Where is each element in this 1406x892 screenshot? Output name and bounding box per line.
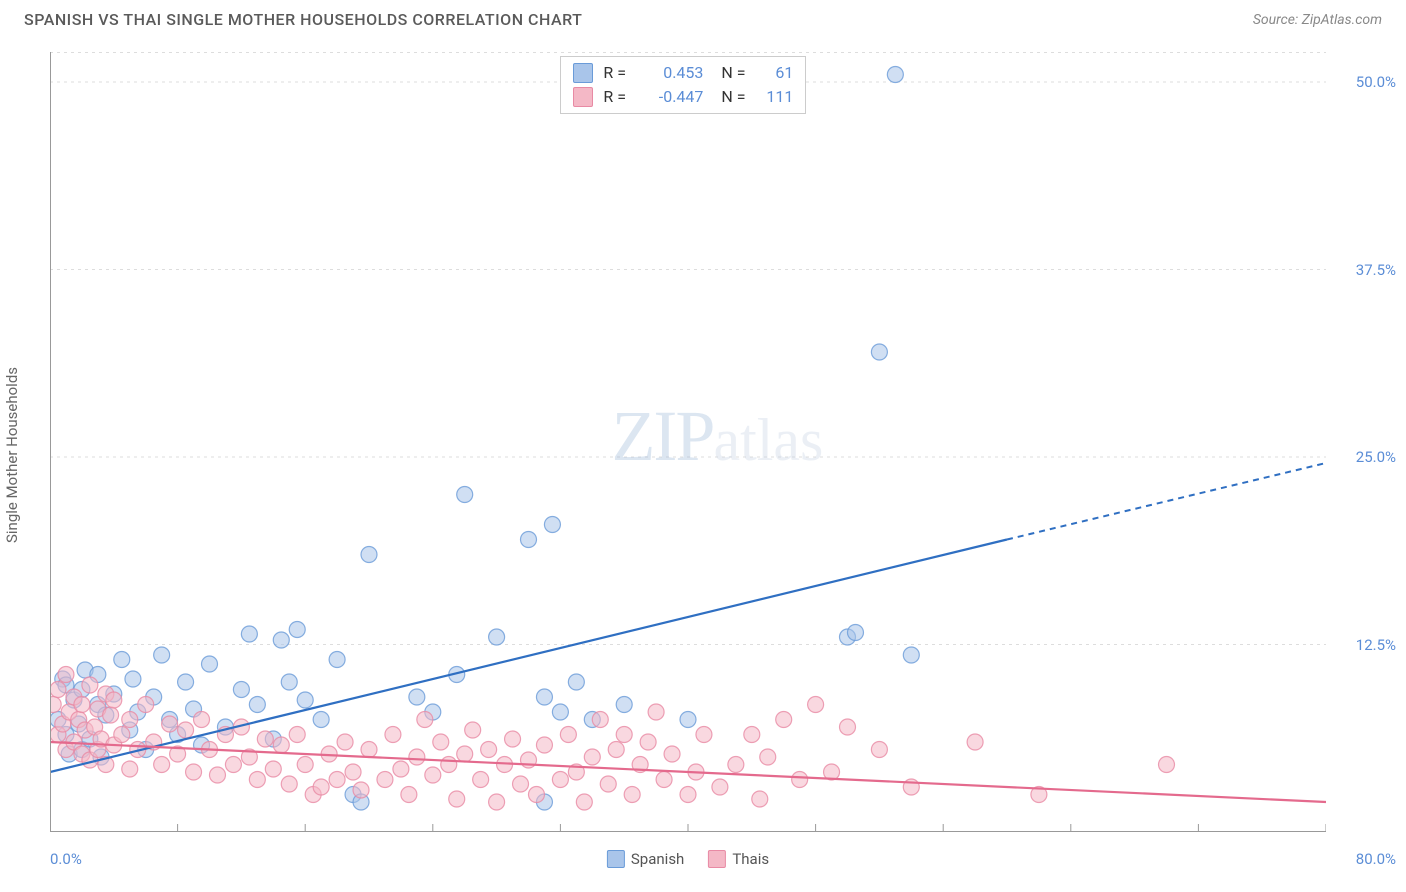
stats-legend-row: R = -0.447 N = 111 <box>573 85 793 109</box>
legend-item: Thais <box>708 850 769 868</box>
n-label: N = <box>721 85 751 109</box>
legend-label: Spanish <box>631 850 684 868</box>
y-tick-label: 12.5% <box>1356 636 1396 654</box>
y-tick-label: 37.5% <box>1356 261 1396 279</box>
chart-title: SPANISH VS THAI SINGLE MOTHER HOUSEHOLDS… <box>24 10 582 29</box>
y-axis-label: Single Mother Households <box>3 367 21 543</box>
stats-legend-box: R = 0.453 N = 61 R = -0.447 N = 111 <box>560 56 806 114</box>
stats-legend-row: R = 0.453 N = 61 <box>573 61 793 85</box>
n-value: 111 <box>761 85 793 109</box>
r-label: R = <box>603 61 633 85</box>
x-tick-max: 80.0% <box>1356 850 1396 868</box>
y-tick-label: 25.0% <box>1356 448 1396 466</box>
n-label: N = <box>721 61 751 85</box>
y-tick-label: 50.0% <box>1356 73 1396 91</box>
legend-label: Thais <box>732 850 769 868</box>
legend-item: Spanish <box>607 850 684 868</box>
r-value: 0.453 <box>643 61 703 85</box>
chart-source: Source: ZipAtlas.com <box>1253 12 1382 28</box>
legend-swatch <box>573 63 593 83</box>
bottom-legend: Spanish Thais <box>607 850 769 868</box>
scatter-plot <box>50 52 1326 832</box>
legend-swatch <box>573 87 593 107</box>
legend-swatch <box>607 850 625 868</box>
chart-area: ZIPatlas 12.5%25.0%37.5%50.0% 0.0% 80.0%… <box>50 52 1326 832</box>
r-label: R = <box>603 85 633 109</box>
n-value: 61 <box>761 61 793 85</box>
legend-swatch <box>708 850 726 868</box>
x-tick-min: 0.0% <box>50 850 82 868</box>
r-value: -0.447 <box>643 85 703 109</box>
